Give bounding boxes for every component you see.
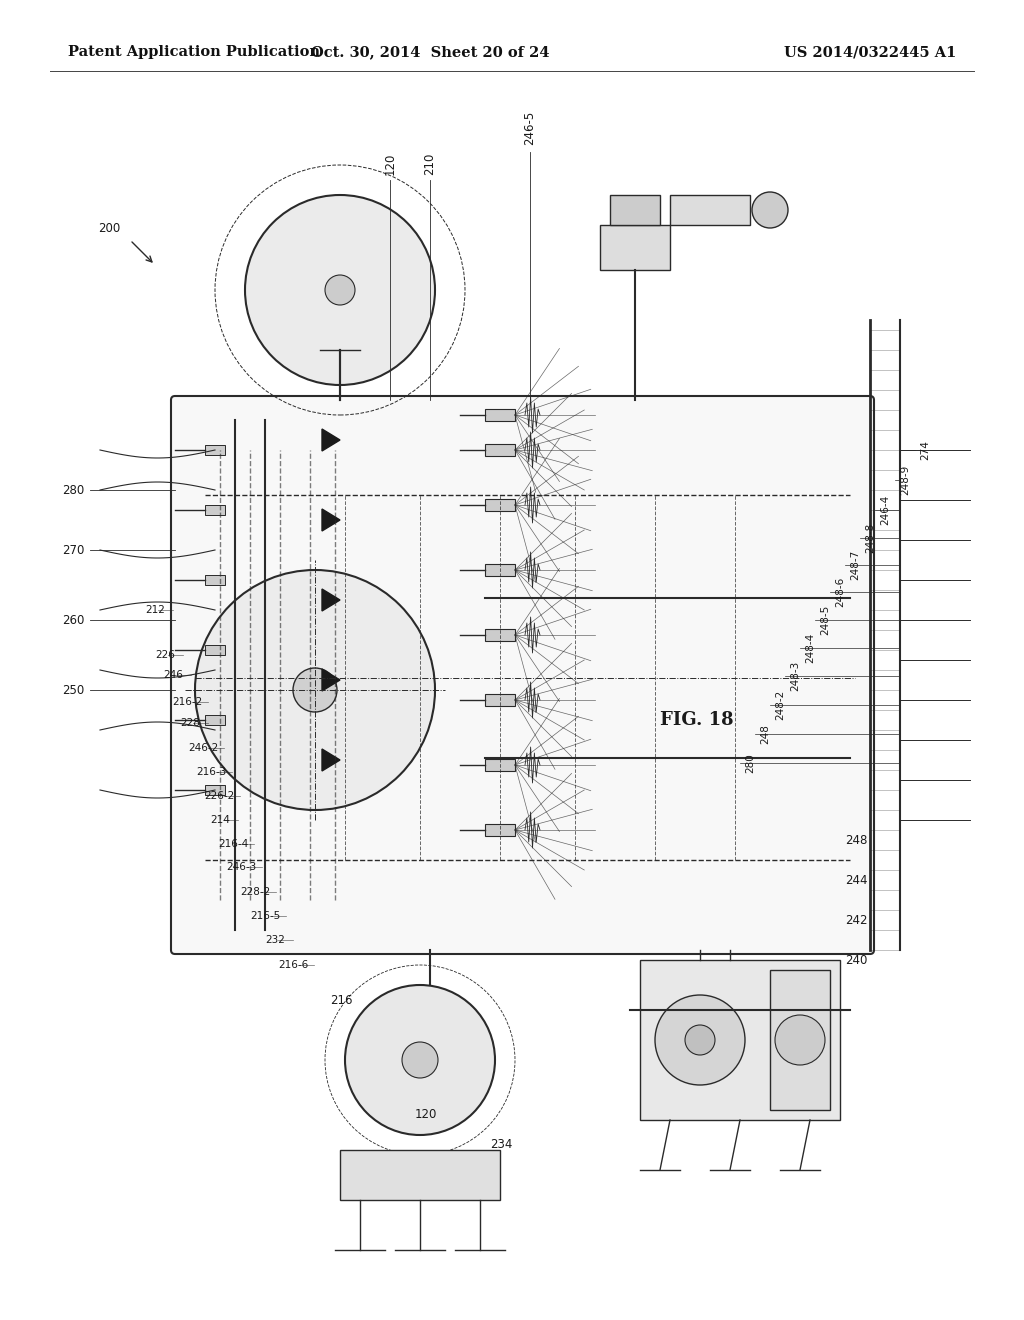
Text: 240: 240 [845,953,867,966]
Bar [485,694,515,706]
Text: Oct. 30, 2014  Sheet 20 of 24: Oct. 30, 2014 Sheet 20 of 24 [310,45,549,59]
Text: 234: 234 [490,1138,512,1151]
Text: 248-9: 248-9 [900,465,910,495]
Text: 210: 210 [424,153,436,176]
Circle shape [325,275,355,305]
Bar [205,506,225,515]
Text: 216-6: 216-6 [278,960,308,970]
Text: 216: 216 [330,994,352,1006]
FancyBboxPatch shape [171,396,874,954]
Polygon shape [322,669,340,690]
Text: 200: 200 [98,222,120,235]
Bar [485,409,515,421]
Text: 226-2: 226-2 [204,791,234,801]
Bar [670,195,750,224]
Text: 280: 280 [745,754,755,774]
Polygon shape [322,510,340,531]
Text: 246-2: 246-2 [188,743,218,752]
Bar [205,445,225,455]
Text: 216-4: 216-4 [218,840,248,849]
Text: 248-7: 248-7 [850,550,860,579]
Text: 270: 270 [62,544,84,557]
Bar [485,759,515,771]
Bar [610,195,660,224]
Text: 248-5: 248-5 [820,605,830,635]
Polygon shape [322,429,340,451]
Text: 120: 120 [384,153,396,176]
Text: 244: 244 [845,874,867,887]
Text: 248-8: 248-8 [865,523,874,553]
Text: 216-3: 216-3 [196,767,226,777]
Text: 246-3: 246-3 [226,862,256,873]
Bar [205,785,225,795]
Bar [640,960,840,1119]
Text: 216-5: 216-5 [250,911,281,921]
Bar [205,645,225,655]
Text: 248: 248 [845,833,867,846]
Text: 228-2: 228-2 [240,887,270,898]
Text: 228: 228 [180,718,200,729]
Polygon shape [322,748,340,771]
Bar [340,1150,500,1200]
Text: 280: 280 [62,483,84,496]
Text: 212: 212 [145,605,165,615]
Circle shape [752,191,788,228]
Text: 274: 274 [920,440,930,459]
Circle shape [345,985,495,1135]
Text: 246: 246 [163,671,183,680]
Text: 214: 214 [210,814,229,825]
Circle shape [402,1041,438,1078]
Bar [485,630,515,642]
Text: 248-3: 248-3 [790,661,800,692]
Bar [485,444,515,455]
Bar [485,499,515,511]
Text: Patent Application Publication: Patent Application Publication [68,45,319,59]
Text: 246-4: 246-4 [880,495,890,525]
Polygon shape [322,589,340,611]
Text: 248: 248 [760,725,770,744]
Text: 226: 226 [155,649,175,660]
Circle shape [245,195,435,385]
Text: 248-6: 248-6 [835,577,845,607]
Text: 248-2: 248-2 [775,690,785,721]
Text: 248-4: 248-4 [805,632,815,663]
Text: 216-2: 216-2 [172,697,203,708]
Text: 260: 260 [62,614,84,627]
Text: 232: 232 [265,935,285,945]
Bar [485,564,515,576]
Circle shape [775,1015,825,1065]
Bar [485,824,515,836]
Text: 120: 120 [415,1109,437,1122]
Bar [205,715,225,725]
Circle shape [655,995,745,1085]
Text: 242: 242 [845,913,867,927]
Bar [770,970,830,1110]
Text: US 2014/0322445 A1: US 2014/0322445 A1 [783,45,956,59]
Text: FIG. 18: FIG. 18 [660,711,733,729]
Circle shape [293,668,337,711]
Text: 250: 250 [62,684,84,697]
Circle shape [195,570,435,810]
Bar [205,576,225,585]
Text: 246-5: 246-5 [523,111,537,145]
Circle shape [685,1026,715,1055]
Bar [600,224,670,271]
